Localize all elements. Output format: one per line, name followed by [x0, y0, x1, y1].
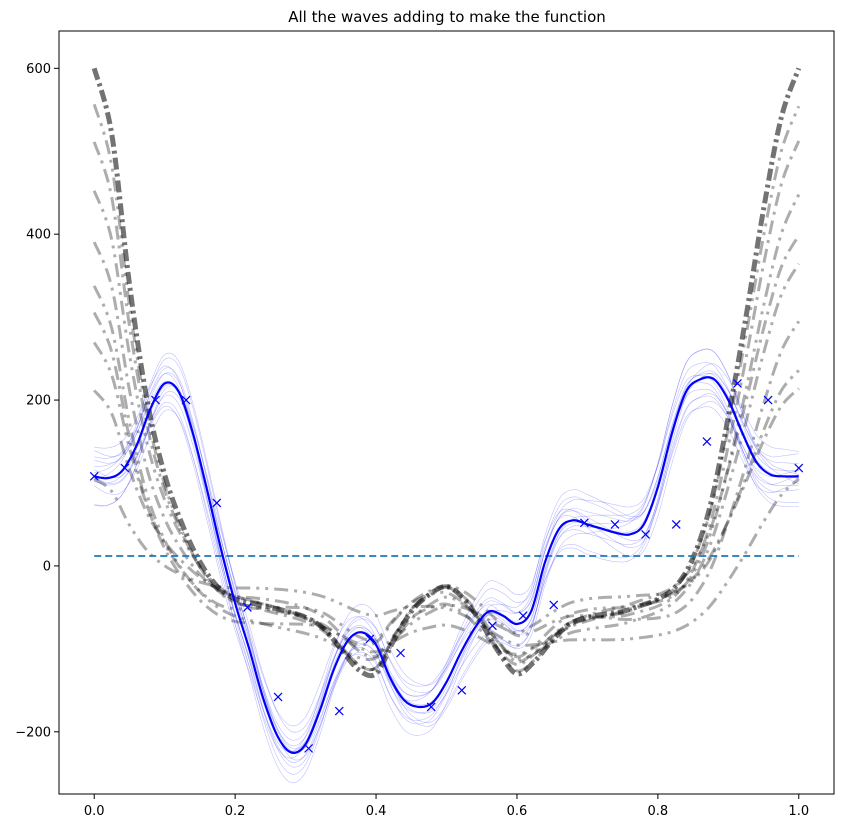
data-point	[151, 395, 160, 405]
wave-curve	[93, 387, 800, 656]
data-point	[426, 702, 436, 712]
data-point	[610, 520, 620, 529]
data-point-stroke	[457, 685, 467, 695]
sample-curve	[94, 393, 799, 768]
x-tick-label: 0.6	[507, 804, 528, 819]
data-point-stroke	[396, 648, 405, 658]
data-point-stroke	[579, 518, 589, 528]
data-point	[702, 437, 712, 446]
data-point	[120, 463, 130, 473]
wave-curve	[92, 103, 801, 673]
data-point-stroke	[151, 395, 160, 405]
sample-curve	[94, 348, 799, 750]
sample-curve	[94, 405, 799, 759]
x-tick-label: 1.0	[788, 804, 809, 819]
data-point-stroke	[549, 600, 559, 610]
data-point	[212, 498, 222, 508]
x-tick-label: 0.8	[648, 804, 669, 819]
data-point-stroke	[181, 395, 191, 405]
data-point	[794, 463, 804, 473]
data-point	[763, 395, 773, 405]
data-point	[579, 518, 589, 528]
data-point-stroke	[488, 621, 497, 631]
wave-curve	[92, 341, 800, 661]
wave-curves	[92, 103, 801, 673]
x-axis: 0.0 0.2 0.4 0.6 0.8 1.0	[84, 794, 809, 819]
data-point	[641, 529, 651, 539]
y-tick-label: 0	[43, 559, 51, 574]
data-point	[396, 648, 405, 658]
data-point	[733, 379, 742, 388]
data-point-stroke	[610, 520, 620, 529]
data-point-stroke	[273, 692, 283, 702]
data-point-stroke	[304, 743, 314, 753]
data-point	[89, 471, 99, 481]
data-point-stroke	[426, 702, 436, 712]
sample-curve	[94, 362, 799, 741]
data-point-stroke	[794, 463, 804, 473]
y-tick-label: 200	[26, 394, 51, 409]
y-tick-label: −200	[15, 725, 51, 740]
data-point	[181, 395, 191, 405]
data-point-stroke	[242, 602, 252, 612]
y-tick-label: 400	[26, 228, 51, 243]
data-point	[549, 600, 559, 610]
data-point-stroke	[641, 529, 651, 539]
data-point	[365, 634, 375, 644]
data-point	[242, 602, 252, 612]
sample-curve	[94, 372, 799, 753]
sample-curve	[94, 373, 799, 784]
data-point-stroke	[763, 395, 773, 405]
wave-curve	[93, 477, 800, 648]
wave-curve	[92, 263, 801, 661]
sample-curve	[94, 370, 799, 727]
data-point-stroke	[212, 498, 222, 508]
data-point-stroke	[733, 379, 742, 388]
data-point-stroke	[120, 463, 130, 473]
x-tick-label: 0.4	[366, 804, 387, 819]
wave-curve	[92, 190, 801, 671]
data-point	[334, 706, 344, 716]
sample-curve	[94, 348, 799, 761]
plot-frame	[58, 30, 835, 795]
y-tick-label: 600	[26, 62, 51, 77]
data-point-stroke	[518, 611, 528, 621]
chart-title: All the waves adding to make the functio…	[288, 8, 606, 26]
sample-curve	[94, 395, 799, 753]
x-tick-label: 0.0	[84, 804, 105, 819]
x-tick-label: 0.2	[225, 804, 246, 819]
data-point	[488, 621, 497, 631]
data-point-stroke	[671, 520, 681, 529]
data-point	[457, 685, 467, 695]
data-point	[518, 611, 528, 621]
data-point	[304, 743, 314, 753]
data-point-stroke	[89, 471, 99, 481]
data-point-stroke	[365, 634, 375, 644]
sample-curve	[94, 381, 799, 763]
fit-line	[94, 376, 799, 754]
data-point	[273, 692, 283, 702]
data-point-stroke	[334, 706, 344, 716]
wave-curve	[92, 311, 801, 647]
wave-sum-line	[91, 67, 802, 679]
sample-curve	[94, 401, 799, 752]
data-point	[671, 520, 681, 529]
plot-series	[89, 67, 804, 754]
wave-curve	[92, 140, 801, 672]
y-axis: −200 0 200 400 600	[15, 62, 59, 740]
data-point-stroke	[702, 437, 712, 446]
